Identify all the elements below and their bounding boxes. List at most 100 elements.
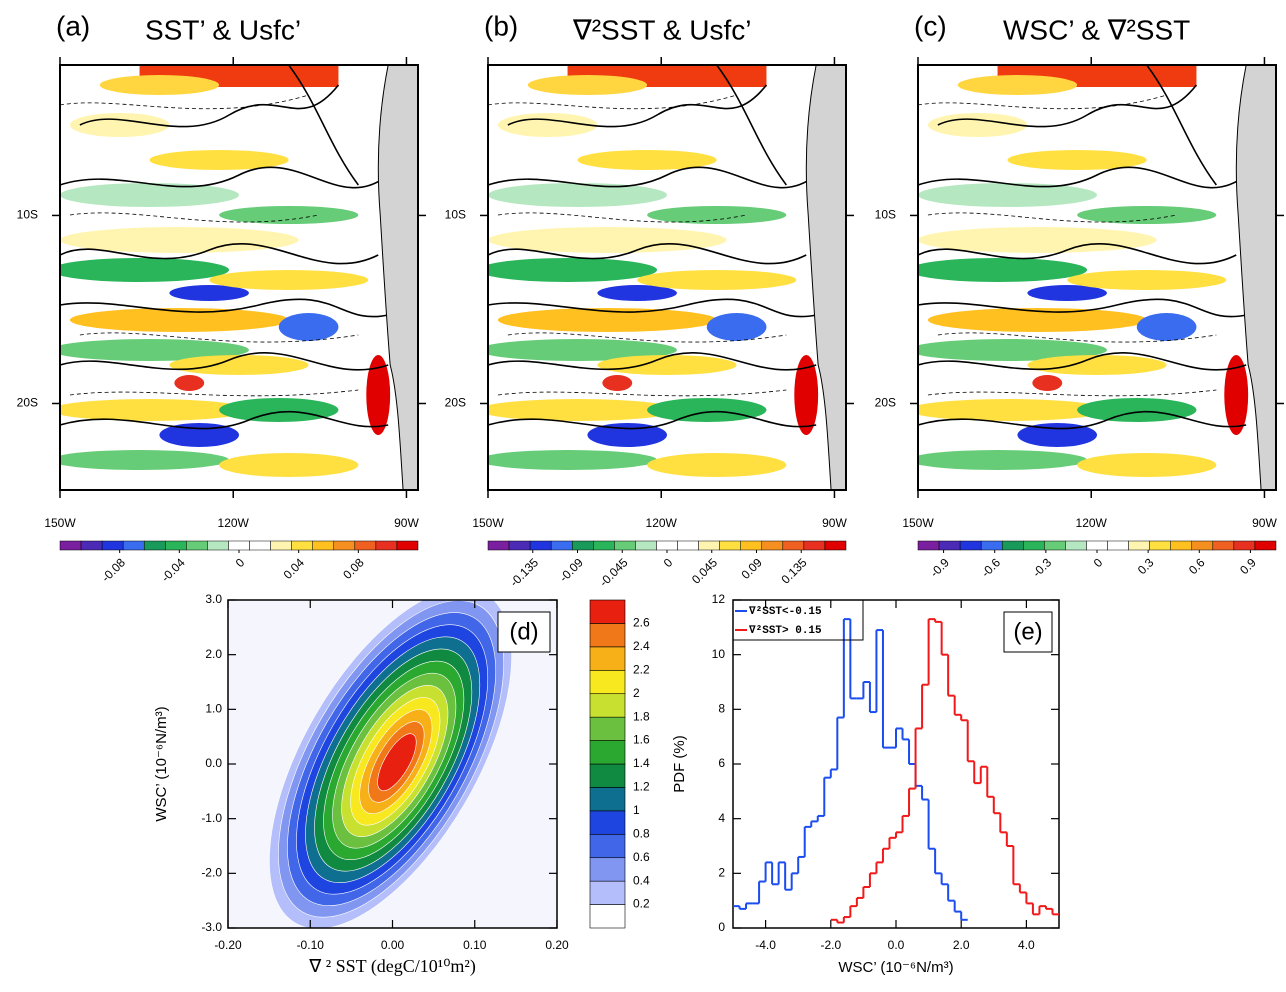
colorbar-label: -0.04 [158, 555, 187, 584]
colorbar-box [529, 540, 552, 551]
colorbar-label: 0 [1091, 555, 1106, 570]
colorbar-box [740, 540, 763, 551]
colorbar-label: -0.6 [979, 555, 1004, 580]
colorbar-box [1044, 540, 1066, 551]
colorbar-box [698, 540, 720, 551]
contour-fill [269, 600, 512, 928]
colorbar-box [1065, 540, 1087, 551]
colorbar-box [1086, 540, 1108, 551]
colorbar-box [1233, 540, 1256, 551]
x-tick-label: 0.00 [381, 938, 405, 952]
colorbar-box [291, 540, 313, 551]
x-tick-label: -0.10 [297, 938, 325, 952]
colorbar-box [270, 540, 292, 551]
colorbar-box [614, 540, 636, 551]
colorbar-box [1107, 540, 1129, 551]
y-tick-label: 20S [17, 396, 38, 410]
map-frame [59, 64, 419, 491]
colorbar-box [1001, 540, 1024, 551]
y-tick-label: -2.0 [201, 866, 222, 880]
colorbar-label: -0.08 [99, 555, 128, 584]
x-tick-label: 2.0 [953, 938, 970, 952]
colorbar-box [589, 904, 626, 929]
x-tick-label: 90W [1252, 516, 1277, 530]
y-tick-label: 10S [17, 208, 38, 222]
colorbar-box [589, 763, 626, 788]
colorbar-box [589, 669, 626, 695]
y-tick-label: 0 [718, 920, 725, 934]
colorbar-label: 2.4 [633, 639, 650, 653]
x-tick-label: 4.0 [1018, 938, 1035, 952]
x-tick-label: 120W [218, 516, 250, 530]
y-tick-label: 4 [718, 811, 725, 825]
y-tick-label: 12 [712, 592, 726, 606]
colorbar-label: 0.135 [778, 555, 809, 586]
colorbar-box [59, 540, 82, 551]
x-tick-label: 150W [472, 516, 504, 530]
contour-band [377, 733, 417, 792]
colorbar-box [589, 599, 626, 624]
map-field [918, 65, 1276, 490]
y-tick-label: 1.0 [205, 702, 222, 716]
map-field [488, 65, 846, 490]
colorbar-box [589, 833, 626, 859]
colorbar-box [589, 810, 626, 835]
colorbar-box [143, 540, 166, 551]
colorbar-label: -0.09 [557, 555, 586, 584]
colorbar-box [186, 540, 208, 551]
y-tick-label: 10 [712, 647, 726, 661]
colorbar-label: 0.8 [633, 826, 650, 840]
y-tick-label: 3.0 [205, 592, 222, 606]
panel-label-box [1003, 611, 1053, 653]
x-tick-label: -0.20 [214, 938, 242, 952]
x-tick-label: 150W [902, 516, 934, 530]
colorbar-box [1191, 540, 1214, 551]
colorbar-box [122, 540, 145, 551]
colorbar-box [917, 540, 940, 551]
colorbar-box [571, 540, 594, 551]
colorbar-label: 0.04 [281, 555, 308, 582]
x-tick-label: 120W [1076, 516, 1108, 530]
colorbar-box [312, 540, 335, 551]
colorbar-box [165, 540, 187, 551]
x-tick-label: 120W [646, 516, 678, 530]
colorbar-box [396, 540, 419, 551]
y-tick-label: 6 [718, 756, 725, 770]
colorbar-label: 0.2 [633, 897, 650, 911]
x-tick-label: -2.0 [820, 938, 841, 952]
legend-label: ∇²SST> 0.15 [748, 625, 822, 637]
colorbar-box [1170, 540, 1193, 551]
colorbar-box [980, 540, 1003, 551]
y-tick-label: 20S [875, 396, 896, 410]
colorbar-box [938, 540, 961, 551]
colorbar-box [589, 716, 626, 741]
colorbar-label: 0.6 [633, 850, 650, 864]
colorbar-label: -0.135 [507, 555, 541, 589]
panel-label: (b) [484, 10, 518, 41]
colorbar-box [782, 540, 805, 551]
colorbar-box [1212, 540, 1235, 551]
x-tick-label: 150W [44, 516, 76, 530]
colorbar-box [508, 540, 531, 551]
x-tick-label: 90W [394, 516, 419, 530]
colorbar-label: 0.3 [1135, 555, 1157, 577]
y-axis-title: WSC’ (10⁻⁶N/m³) [153, 706, 170, 821]
colorbar-box [333, 540, 356, 551]
y-axis-title: PDF (%) [671, 735, 688, 793]
colorbar-box [589, 623, 626, 648]
x-axis-title: WSC’ (10⁻⁶N/m³) [838, 959, 953, 976]
colorbar-box [101, 540, 124, 551]
colorbar-box [487, 540, 510, 551]
colorbar-box [249, 540, 271, 551]
colorbar-label: 2 [633, 686, 640, 700]
colorbar-label: -0.9 [927, 555, 952, 580]
colorbar-label: 1.4 [633, 756, 650, 770]
colorbar-box [1128, 540, 1150, 551]
x-tick-label: 0.20 [545, 938, 569, 952]
y-tick-label: 2.0 [205, 647, 222, 661]
colorbar-label: -0.3 [1030, 555, 1055, 580]
panel-title: SST’ & Usfc’ [145, 14, 301, 45]
panel-label: (a) [56, 10, 90, 41]
colorbar-box [207, 540, 229, 551]
